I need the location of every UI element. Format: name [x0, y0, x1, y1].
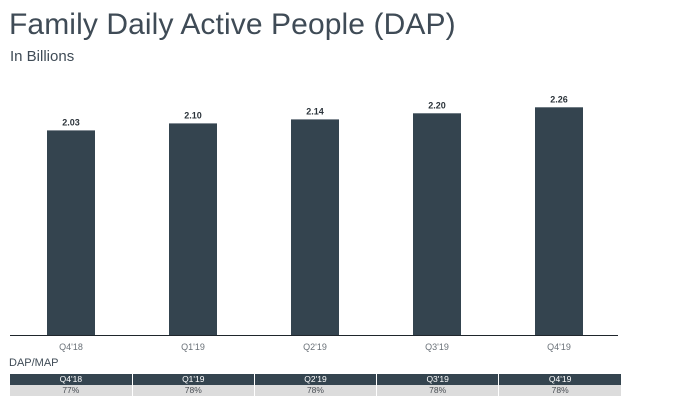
bar-value-label: 2.10 — [184, 110, 202, 120]
page-title: Family Daily Active People (DAP) — [9, 8, 456, 41]
dap-map-value-cell: 78% — [131, 385, 255, 396]
dap-map-quarter-header: Q3'19 — [376, 374, 499, 385]
dap-map-title: DAP/MAP — [9, 357, 59, 369]
dap-map-value-cell: 78% — [498, 385, 621, 396]
x-tick-label: Q4'18 — [59, 342, 83, 352]
bar-value-label: 2.20 — [428, 100, 446, 110]
dap-map-table: Q4'18 Q1'19 Q2'19 Q3'19 Q4'19 77% 78% 78… — [10, 374, 621, 396]
bar-Q2'19 — [291, 119, 339, 336]
x-tick-label: Q1'19 — [181, 342, 205, 352]
dap-map-value-cell: 77% — [10, 385, 133, 396]
bar-Q3'19 — [413, 113, 461, 335]
x-tick-label: Q3'19 — [425, 342, 449, 352]
dap-map-quarter-header: Q1'19 — [131, 374, 255, 385]
dap-map-quarter-header: Q4'18 — [10, 374, 133, 385]
bar-value-label: 2.26 — [550, 94, 568, 104]
x-tick-label: Q2'19 — [303, 342, 327, 352]
dap-map-quarter-header: Q2'19 — [253, 374, 377, 385]
dap-map-header-row: Q4'18 Q1'19 Q2'19 Q3'19 Q4'19 — [10, 374, 621, 385]
dap-map-quarter-header: Q4'19 — [498, 374, 621, 385]
x-tick-label: Q4'19 — [547, 342, 571, 352]
dap-map-value-cell: 78% — [376, 385, 499, 396]
bar-Q1'19 — [169, 123, 217, 336]
dap-map-value-cell: 78% — [253, 385, 377, 396]
bar-Q4'19 — [535, 107, 583, 335]
bar-value-label: 2.14 — [306, 106, 324, 116]
chart-subtitle: In Billions — [10, 48, 75, 65]
bar-value-label: 2.03 — [62, 117, 80, 127]
bar-Q4'18 — [47, 130, 95, 335]
dap-map-value-row: 77% 78% 78% 78% 78% — [10, 385, 621, 396]
